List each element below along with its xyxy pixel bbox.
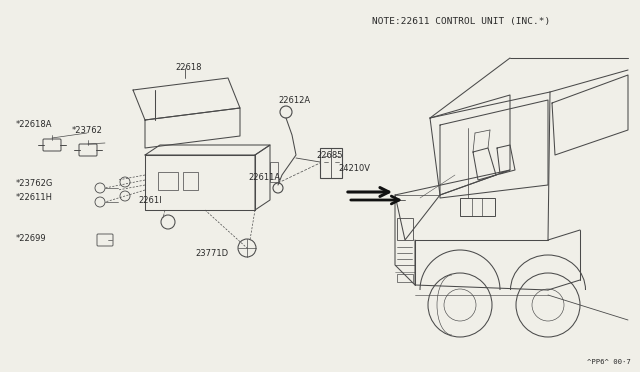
Text: 2261I: 2261I bbox=[138, 196, 162, 205]
Text: *23762G: *23762G bbox=[16, 179, 53, 187]
Text: *22611H: *22611H bbox=[16, 192, 53, 202]
Bar bbox=[320, 148, 342, 178]
Text: 23771D: 23771D bbox=[195, 248, 228, 257]
Bar bbox=[270, 162, 278, 182]
Bar bbox=[460, 198, 495, 216]
Bar bbox=[183, 172, 198, 190]
Text: *22699: *22699 bbox=[16, 234, 47, 243]
Text: *22618A: *22618A bbox=[16, 119, 52, 128]
Text: NOTE:22611 CONTROL UNIT (INC.*): NOTE:22611 CONTROL UNIT (INC.*) bbox=[372, 17, 550, 26]
Bar bbox=[158, 172, 178, 190]
Bar bbox=[397, 274, 413, 282]
Text: 24210V: 24210V bbox=[338, 164, 370, 173]
Text: ^PP6^ 00·7: ^PP6^ 00·7 bbox=[587, 359, 630, 365]
Bar bbox=[397, 218, 413, 240]
Text: 22618: 22618 bbox=[175, 62, 202, 71]
Text: *23762: *23762 bbox=[72, 125, 103, 135]
Text: 22612A: 22612A bbox=[278, 96, 310, 105]
Text: 22611A: 22611A bbox=[248, 173, 280, 182]
Text: 22685: 22685 bbox=[316, 151, 342, 160]
